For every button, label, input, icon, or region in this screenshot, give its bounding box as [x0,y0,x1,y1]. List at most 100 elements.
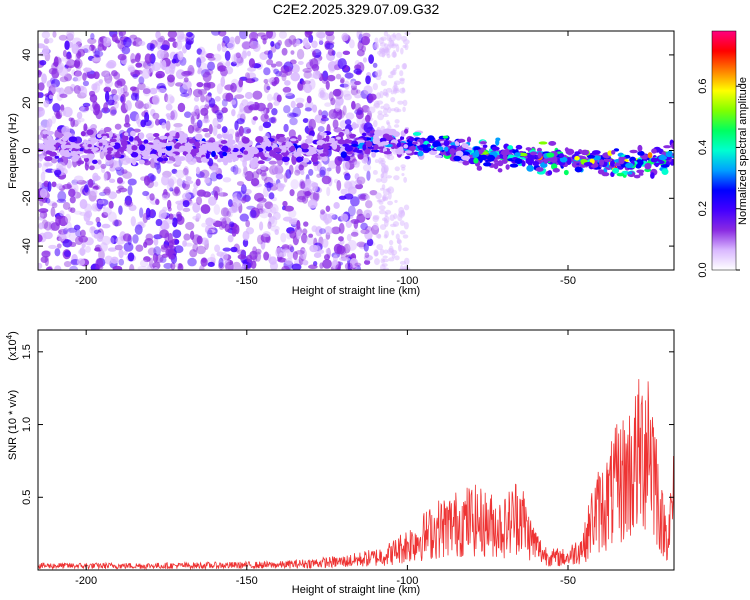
noise-blob [354,109,363,115]
noise-blob [318,36,324,45]
noise-blob [295,97,305,104]
noise-blob [169,69,175,75]
noise-blob [72,77,79,82]
noise-blob [58,34,68,41]
ridge-blob [190,148,200,154]
noise-blob [149,210,154,217]
noise-blob [156,39,161,50]
noise-blob [93,71,100,80]
ridge-blob [319,153,326,157]
noise-blob [38,234,43,243]
noise-blob [337,156,343,163]
noise-blob [235,132,240,143]
noise-blob [200,257,208,267]
noise-blob [87,37,97,45]
noise-blob [335,73,342,80]
noise-blob [73,70,82,77]
noise-blob [98,249,105,261]
ridge-blob [462,160,470,166]
noise-blob [276,94,282,103]
noise-blob [281,47,288,56]
noise-blob [196,57,202,68]
noise-blob [208,124,213,135]
colorbar: 0.0 0.2 0.4 0.6 Normalized spectral amplitu… [697,30,749,278]
noise-blob [137,82,146,91]
noise-blob [356,49,365,57]
ridge-blob [583,161,593,167]
noise-blob [270,63,277,68]
ridge-blob [428,149,438,156]
noise-blob [372,82,378,91]
ridge-blob [40,155,46,159]
noise-blob [110,109,117,115]
noise-blob [196,235,203,245]
ridge-blob [147,136,155,142]
noise-blob [216,43,222,52]
colorbar-tick-label: 0.2 [697,201,709,216]
ridge-blob [318,150,324,154]
noise-blob [379,248,385,256]
noise-blob [170,110,175,120]
noise-blob [284,258,293,265]
noise-blob [79,247,86,256]
noise-blob [70,207,76,214]
noise-blob [101,211,109,219]
ridge-blob [226,159,233,163]
ridge-blob [232,155,237,163]
noise-blob [182,167,189,176]
ridge-blob [308,148,317,152]
noise-blob [385,87,393,93]
noise-blob [250,178,260,187]
x-tick-label: -150 [236,575,258,587]
ridge-blob [647,152,653,159]
noise-blob [284,66,293,76]
noise-blob [234,35,241,45]
noise-blob [111,33,118,43]
noise-blob [246,254,253,263]
noise-blob [56,183,63,189]
ridge-blob [54,155,60,159]
noise-blob [39,213,44,219]
noise-blob [252,90,263,100]
ridge-blob [316,144,323,149]
noise-blob [250,260,257,269]
ridge-blob [110,142,116,146]
noise-blob [363,259,371,265]
noise-blob [108,178,116,184]
ridge-blob [372,144,379,150]
ridge-blob [175,159,182,166]
noise-blob [399,264,404,270]
noise-blob [289,117,298,126]
noise-blob [59,93,68,99]
ridge-blob [660,164,670,168]
noise-blob [190,111,197,117]
noise-blob [292,251,298,261]
noise-blob [344,119,352,125]
noise-blob [397,100,404,105]
noise-blob [66,59,76,69]
noise-blob [80,86,88,97]
noise-blob [109,165,116,172]
noise-blob [378,69,383,77]
noise-blob [389,34,397,42]
noise-blob [260,113,270,123]
noise-blob [172,217,178,228]
noise-blob [291,64,300,74]
noise-blob [237,249,247,255]
noise-blob [374,258,380,266]
noise-blob [283,205,294,212]
ridge-blob [62,151,72,158]
noise-blob [308,168,314,176]
ridge-blob [586,154,596,159]
ridge-blob [361,132,367,137]
y-tick-label: 1.0 [21,417,33,432]
noise-blob [183,70,193,76]
noise-blob [153,246,161,256]
noise-blob [121,169,128,174]
ridge-blob [404,128,409,134]
noise-blob [266,59,274,66]
noise-blob [375,192,382,200]
noise-blob [190,115,195,125]
noise-blob [243,165,248,176]
